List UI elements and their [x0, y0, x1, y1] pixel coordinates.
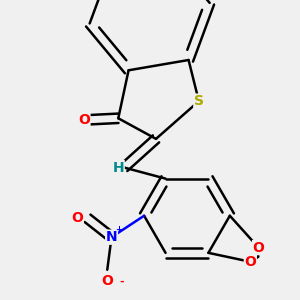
- Text: H: H: [112, 160, 124, 175]
- Text: S: S: [194, 94, 204, 108]
- Text: O: O: [78, 113, 90, 127]
- Text: O: O: [71, 211, 83, 225]
- Text: O: O: [101, 274, 113, 288]
- Text: O: O: [244, 255, 256, 269]
- Text: -: -: [119, 277, 124, 286]
- Text: +: +: [115, 225, 122, 234]
- Text: N: N: [106, 230, 117, 244]
- Text: O: O: [253, 241, 264, 255]
